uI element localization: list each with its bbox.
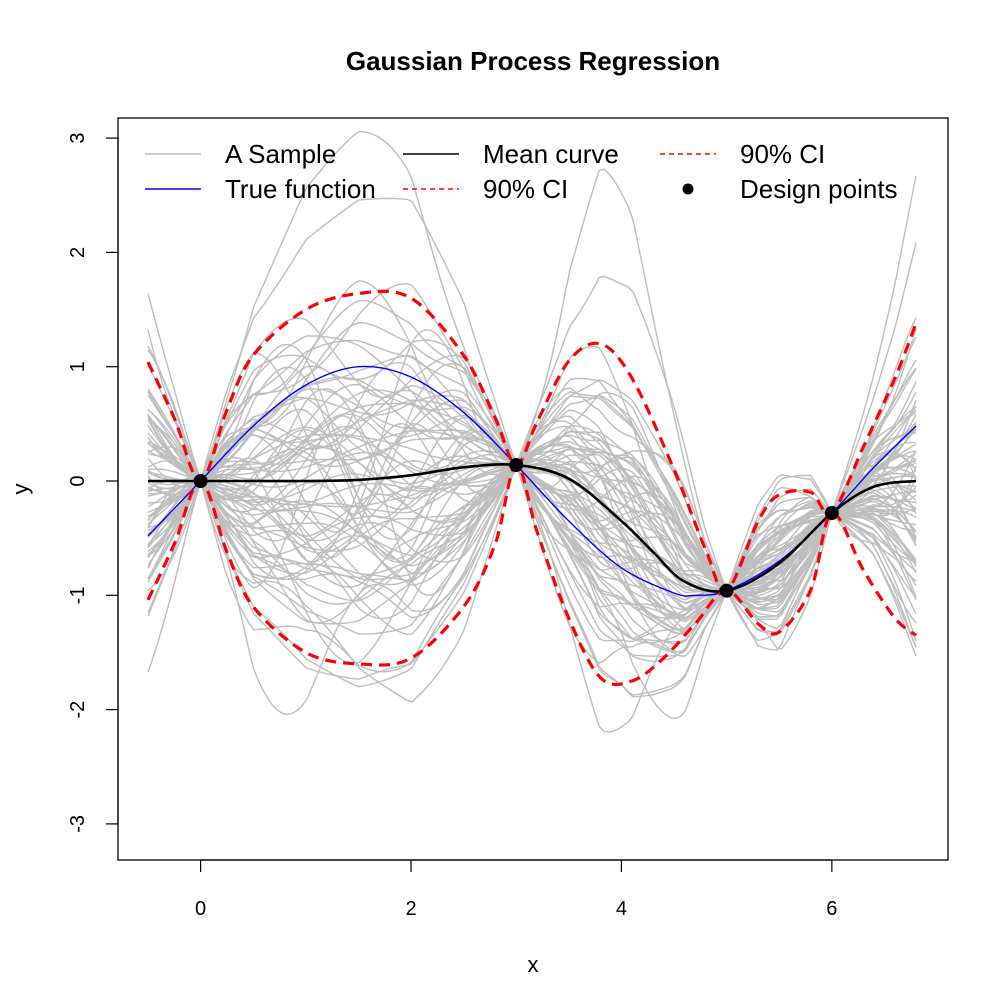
legend-label: Mean curve bbox=[483, 139, 619, 169]
sample-curve bbox=[147, 465, 917, 605]
sample-curve bbox=[147, 428, 917, 595]
design-point bbox=[824, 506, 839, 521]
x-tick-label: 4 bbox=[616, 898, 627, 920]
sample-curve bbox=[147, 467, 917, 733]
sample-curve bbox=[147, 466, 917, 621]
x-axis: 0 2 4 6 bbox=[195, 859, 837, 920]
sample-curves bbox=[147, 130, 917, 733]
sample-curve bbox=[147, 423, 917, 619]
legend-label: 90% CI bbox=[740, 139, 825, 169]
y-tick-label: 3 bbox=[67, 133, 89, 144]
sample-curve bbox=[147, 321, 917, 587]
sample-curve bbox=[147, 466, 917, 657]
legend-label: Design points bbox=[740, 174, 898, 204]
sample-curve bbox=[147, 460, 917, 601]
ci-line bbox=[146, 463, 918, 687]
design-point bbox=[719, 583, 734, 598]
series-lines bbox=[146, 289, 918, 687]
design-point bbox=[509, 457, 524, 472]
legend: A Sample True function Mean curve 90% CI 90%… bbox=[145, 139, 898, 204]
sample-curve bbox=[147, 395, 917, 589]
y-tick-label: -1 bbox=[67, 586, 89, 604]
sample-curve bbox=[147, 389, 917, 590]
sample-curve bbox=[147, 130, 917, 587]
y-tick-label: 2 bbox=[67, 247, 89, 258]
sample-curve bbox=[147, 197, 917, 586]
sample-curve bbox=[147, 387, 917, 591]
legend-key-design-points bbox=[682, 183, 694, 195]
y-tick-label: -3 bbox=[67, 815, 89, 833]
design-points bbox=[193, 457, 839, 598]
x-tick-label: 2 bbox=[405, 898, 416, 920]
legend-label: 90% CI bbox=[483, 174, 568, 204]
legend-label: True function bbox=[225, 174, 376, 204]
mean-curve-line bbox=[148, 463, 917, 593]
y-axis-label: y bbox=[8, 484, 33, 495]
sample-curve bbox=[147, 351, 917, 589]
y-axis: -3 -2 -1 0 1 2 3 bbox=[67, 133, 119, 833]
ci-line bbox=[146, 289, 918, 593]
sample-curve bbox=[147, 339, 917, 588]
legend-label: A Sample bbox=[225, 139, 336, 169]
design-point bbox=[193, 474, 208, 488]
y-tick-label: -2 bbox=[67, 701, 89, 719]
x-tick-label: 0 bbox=[195, 898, 206, 920]
sample-curve bbox=[147, 467, 917, 720]
x-tick-label: 6 bbox=[826, 898, 837, 920]
sample-curve bbox=[147, 384, 917, 589]
y-tick-label: 1 bbox=[67, 361, 89, 372]
y-tick-label: 0 bbox=[67, 475, 89, 486]
chart-title: Gaussian Process Regression bbox=[346, 46, 720, 76]
x-axis-label: x bbox=[528, 952, 539, 977]
